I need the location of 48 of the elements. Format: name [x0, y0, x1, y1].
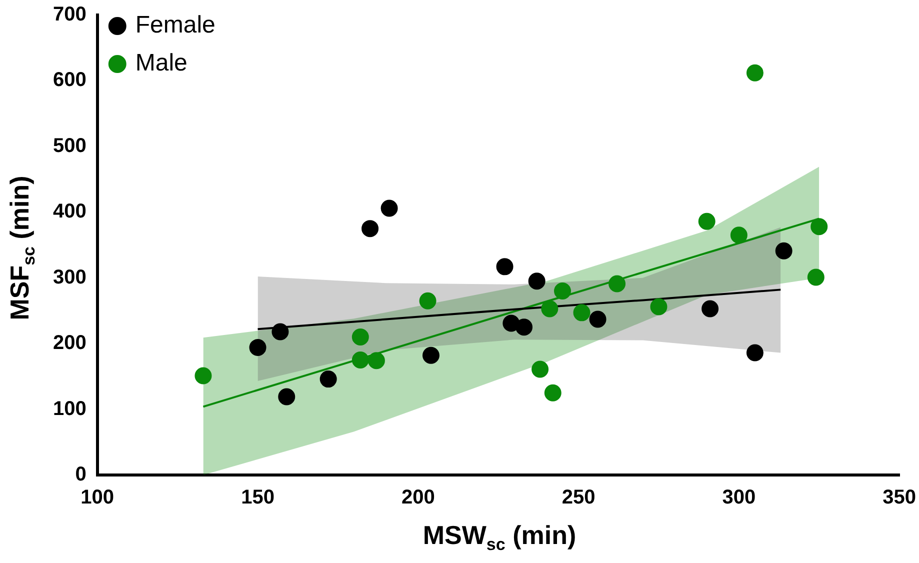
y-tick-label: 600 [52, 69, 86, 92]
x-tick-label: 250 [562, 486, 596, 509]
x-axis-title: MSW$_{sc}$ (min) [422, 520, 578, 555]
x-tick-label: 100 [80, 486, 114, 509]
point [532, 360, 549, 378]
point [608, 275, 626, 292]
point [810, 218, 828, 236]
point [194, 367, 212, 384]
point [249, 339, 266, 356]
point [278, 388, 296, 406]
point [650, 298, 668, 316]
y-tick-label: 300 [52, 266, 86, 288]
point [368, 352, 385, 370]
legend-label: Male [135, 50, 188, 77]
point [807, 268, 824, 286]
point [775, 242, 792, 260]
point [554, 282, 571, 300]
point [496, 258, 514, 276]
point [541, 300, 558, 318]
point [272, 323, 289, 340]
point [544, 384, 562, 402]
y-tick-label: 200 [52, 332, 86, 354]
point [528, 272, 546, 290]
y-tick-label: 400 [52, 200, 86, 223]
x-tick-label: 300 [722, 486, 756, 509]
point [320, 370, 337, 388]
point [573, 304, 590, 322]
point [362, 220, 379, 238]
point [746, 344, 764, 362]
point [702, 300, 719, 318]
point [698, 212, 716, 230]
point [516, 318, 533, 336]
point [730, 226, 748, 244]
point [419, 292, 436, 310]
x-tick-label: 350 [882, 486, 916, 509]
point [380, 200, 398, 217]
point [422, 346, 440, 364]
point [352, 352, 369, 368]
x-tick-label: 150 [241, 486, 274, 509]
legend-label: Female [135, 12, 216, 39]
y-tick-label: 500 [52, 134, 86, 157]
point [589, 310, 606, 328]
y-tick-label: 700 [52, 4, 86, 26]
point [352, 328, 369, 346]
y-tick-label: 100 [52, 398, 86, 420]
point [746, 64, 764, 82]
x-tick-label: 200 [401, 486, 435, 509]
y-tick-label: 0 [75, 464, 86, 486]
